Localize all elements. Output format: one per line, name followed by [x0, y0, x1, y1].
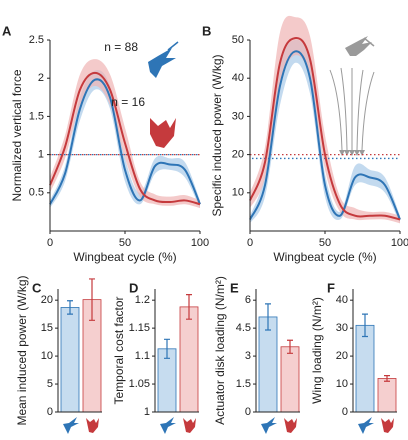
bar — [258, 316, 278, 413]
error-bar — [89, 278, 95, 321]
error-bar — [164, 338, 170, 359]
y-tick-label: 0 — [245, 406, 251, 418]
error-band — [250, 39, 400, 224]
y-tick-label: 40 — [232, 72, 244, 84]
y-axis-label: Wing loading (N/m²) — [310, 297, 324, 404]
series-label: n = 88 — [104, 40, 138, 54]
series-line — [49, 71, 201, 206]
y-tick-label: 1 — [38, 149, 44, 161]
y-tick-label: 5 — [47, 378, 53, 390]
bar — [355, 324, 375, 413]
panel-label: F — [327, 280, 335, 295]
error-bar — [265, 303, 271, 331]
y-tick-label: 1.5 — [236, 378, 251, 390]
y-tick-label: 1.15 — [129, 322, 150, 334]
category-icon — [358, 417, 374, 434]
y-tick-label: 1.2 — [135, 294, 150, 306]
y-tick-label: 30 — [336, 322, 348, 334]
y-tick-label: 15 — [41, 322, 53, 334]
y-tick-label: 2.5 — [29, 34, 44, 46]
panel-label: D — [129, 280, 138, 295]
bar — [60, 307, 80, 413]
bar — [179, 306, 199, 413]
y-tick-label: 10 — [336, 378, 348, 390]
category-icon — [381, 418, 394, 433]
y-axis-label: Specific induced power (W/kg) — [210, 54, 224, 216]
y-tick-label: 1.05 — [129, 378, 150, 390]
y-tick-label: 1.1 — [135, 350, 150, 362]
panel-label: B — [202, 23, 211, 38]
category-icon — [261, 417, 277, 434]
y-tick-label: 1 — [144, 406, 150, 418]
y-tick-label: 4.5 — [236, 322, 251, 334]
bat-icon — [150, 118, 176, 148]
error-bar — [186, 293, 192, 320]
y-tick-label: 10 — [41, 350, 53, 362]
category-icon — [284, 418, 297, 433]
y-tick-label: 30 — [232, 110, 244, 122]
x-axis-label: Wingbeat cycle (%) — [73, 250, 176, 264]
diagram-bird — [329, 36, 375, 156]
y-tick-label: 20 — [232, 149, 244, 161]
x-tick-label: 0 — [247, 237, 253, 249]
x-axis-label: Wingbeat cycle (%) — [273, 250, 376, 264]
y-tick-label: 0 — [342, 406, 348, 418]
bar — [280, 346, 300, 413]
error-bar — [362, 313, 368, 338]
panel-label: E — [230, 280, 239, 295]
panel-label: A — [2, 23, 12, 38]
x-tick-label: 100 — [391, 237, 408, 249]
category-icon — [63, 417, 79, 434]
category-icon — [86, 418, 99, 433]
panel-label: C — [32, 280, 42, 295]
error-band — [50, 70, 200, 209]
x-tick-label: 50 — [319, 237, 331, 249]
series-line — [249, 50, 401, 220]
x-tick-label: 0 — [47, 237, 53, 249]
y-axis-label: Temporal cost factor — [112, 296, 126, 404]
y-tick-label: 3 — [245, 350, 251, 362]
y-axis-label: Mean induced power (W/kg) — [15, 275, 29, 425]
error-bar — [287, 339, 293, 354]
y-tick-label: 0.5 — [29, 187, 44, 199]
error-bar — [67, 300, 73, 315]
hummingbird-icon — [148, 41, 179, 78]
x-tick-label: 50 — [119, 237, 131, 249]
y-tick-label: 20 — [41, 294, 53, 306]
series-line — [49, 78, 201, 205]
series-label: n = 16 — [111, 95, 145, 109]
y-tick-label: 10 — [232, 187, 244, 199]
x-tick-label: 100 — [191, 237, 209, 249]
y-tick-label: 0 — [47, 406, 53, 418]
category-icon — [183, 418, 196, 433]
series-line — [249, 37, 401, 221]
y-tick-label: 50 — [232, 34, 244, 46]
y-tick-label: 20 — [336, 350, 348, 362]
y-tick-label: 40 — [336, 294, 348, 306]
bar — [377, 378, 397, 413]
error-bar — [384, 375, 390, 382]
y-tick-label: 1.5 — [29, 110, 44, 122]
category-icon — [160, 417, 176, 434]
y-axis-label: Actuator disk loading (N/m²) — [213, 276, 227, 425]
y-axis-label: Normalized vertical force — [10, 69, 24, 201]
y-tick-label: 2 — [38, 72, 44, 84]
error-band — [50, 59, 200, 209]
y-tick-label: 6 — [245, 294, 251, 306]
